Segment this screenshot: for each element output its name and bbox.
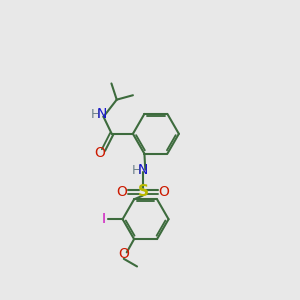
Text: O: O [116,185,127,199]
Text: O: O [159,185,170,199]
Text: S: S [137,184,148,200]
Text: N: N [137,164,148,178]
Text: O: O [118,247,129,261]
Text: N: N [97,107,107,122]
Text: O: O [94,146,105,160]
Text: H: H [91,108,100,121]
Text: I: I [101,212,106,226]
Text: H: H [132,164,141,177]
